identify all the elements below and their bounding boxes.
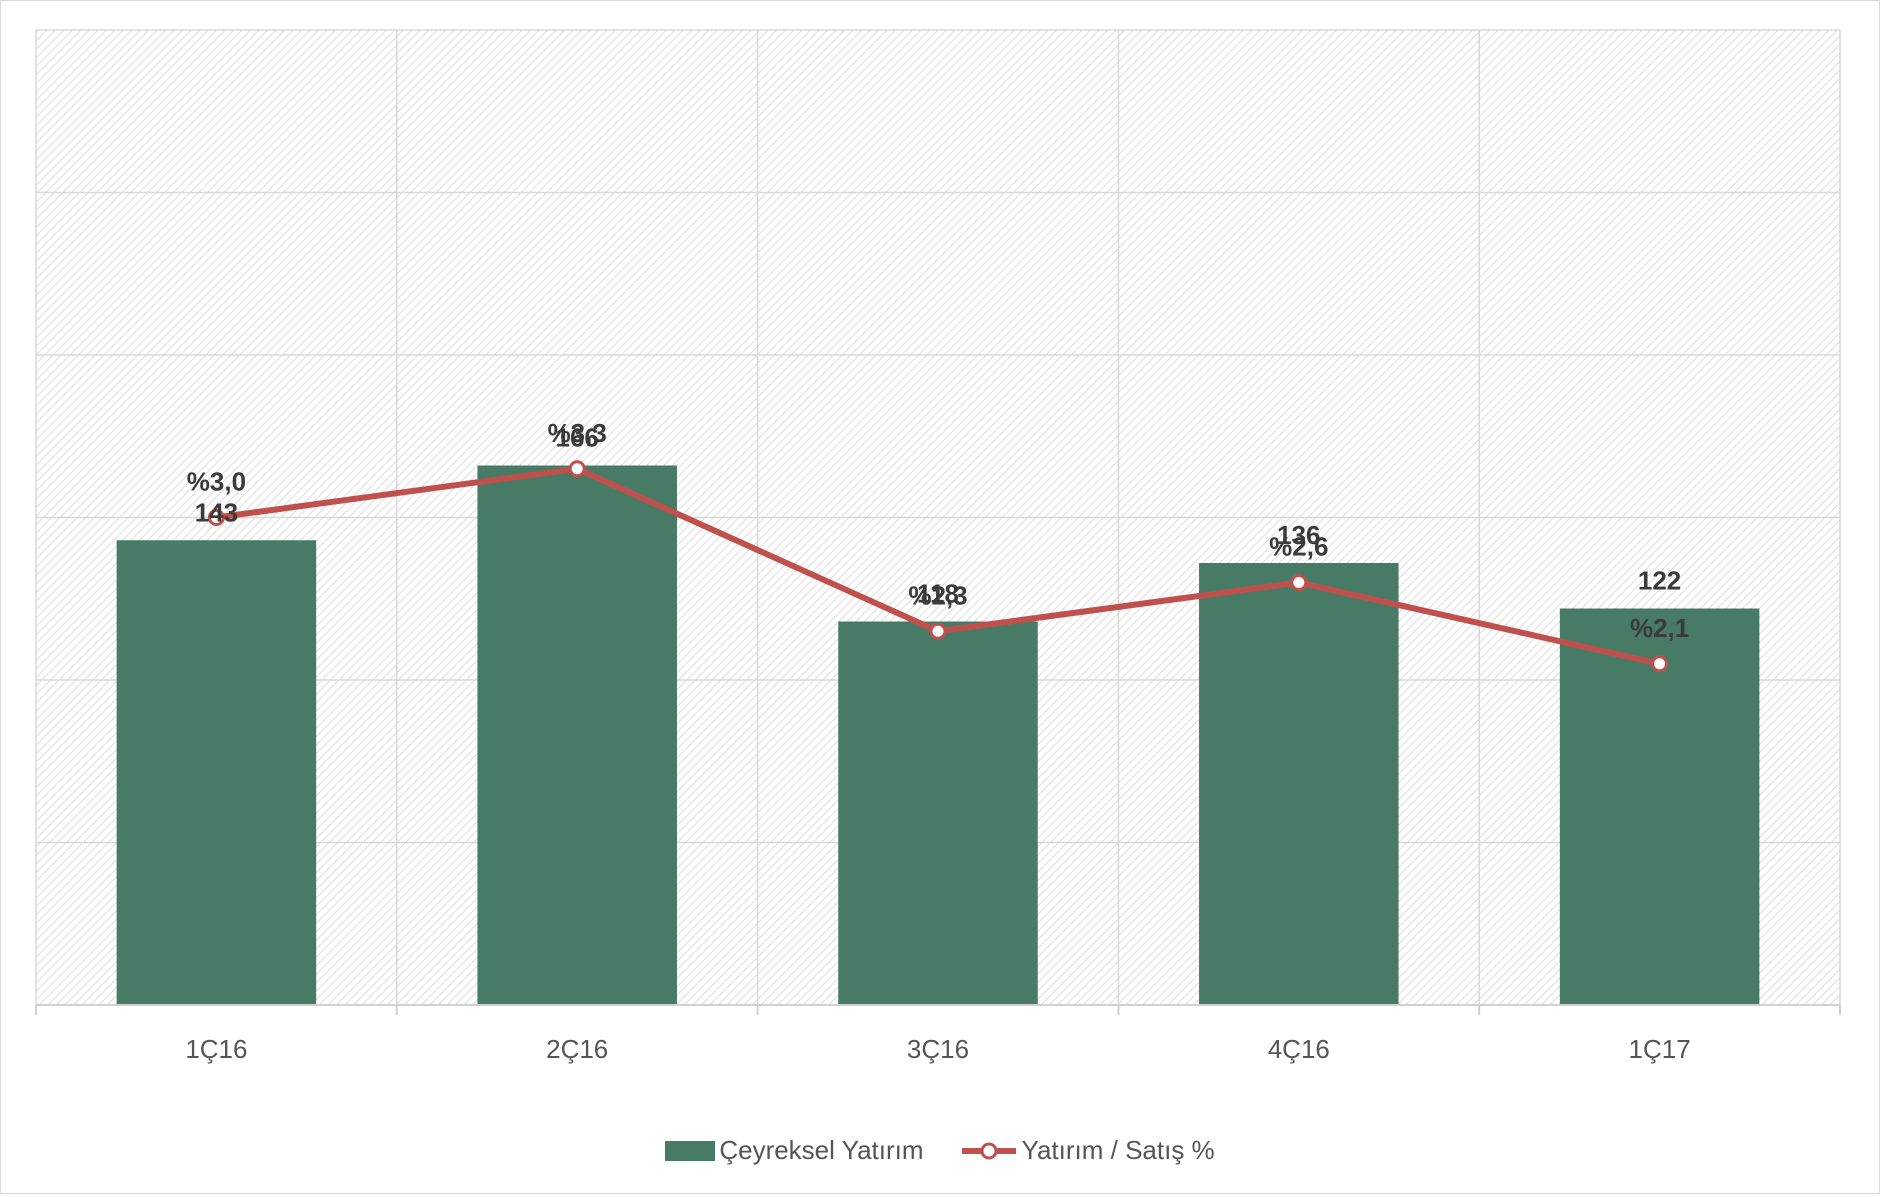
legend: Çeyreksel Yatırım Yatırım / Satış % <box>0 1135 1880 1166</box>
chart: 143 166 118 136 122 %3,0 %3,3 %2,3 %2,6 %2,1 1Ç16… <box>35 29 1841 1064</box>
x-tick-label: 1Ç17 <box>1629 1034 1691 1064</box>
legend-label-bar: Çeyreksel Yatırım <box>719 1135 924 1165</box>
line-data-label: %3,3 <box>548 418 607 448</box>
line-data-label: %2,1 <box>1630 613 1689 643</box>
bar-data-label: 143 <box>195 497 238 527</box>
bar-data-label: 122 <box>1638 566 1681 596</box>
line-data-label: %2,3 <box>908 580 967 610</box>
line-marker <box>1290 574 1308 591</box>
legend-item-bar[interactable]: Çeyreksel Yatırım <box>665 1135 924 1166</box>
legend-label-line: Yatırım / Satış % <box>1021 1135 1215 1165</box>
line-data-label: %2,6 <box>1269 532 1328 562</box>
x-tick-label: 2Ç16 <box>546 1034 608 1064</box>
x-tick-label: 1Ç16 <box>185 1034 247 1064</box>
legend-item-line[interactable]: Yatırım / Satış % <box>960 1135 1215 1166</box>
line-data-label: %3,0 <box>187 467 246 497</box>
bar <box>116 540 317 1005</box>
x-axis: 1Ç16 2Ç16 3Ç16 4Ç16 1Ç17 <box>35 1004 1841 1064</box>
x-tick-label: 4Ç16 <box>1268 1034 1330 1064</box>
bar-series <box>116 465 1760 1005</box>
bar <box>838 621 1038 1005</box>
bar-data-label: 118 <box>917 579 959 609</box>
legend-swatch-bar <box>665 1140 716 1161</box>
bar <box>477 465 677 1005</box>
bar-data-label: 166 <box>556 423 599 453</box>
line-marker <box>1651 655 1669 673</box>
legend-swatch-line <box>961 1142 1016 1159</box>
bar <box>1199 563 1399 1005</box>
line-marker <box>929 622 947 640</box>
x-tick-label: 3Ç16 <box>907 1034 969 1064</box>
bar <box>1559 608 1760 1005</box>
line-marker <box>568 460 586 478</box>
line-marker <box>207 509 225 526</box>
bar-data-label: 136 <box>1277 520 1320 550</box>
line-series <box>207 460 1669 673</box>
data-labels: 143 166 118 136 122 %3,0 %3,3 %2,3 %2,6 %2,1 <box>187 418 1689 643</box>
